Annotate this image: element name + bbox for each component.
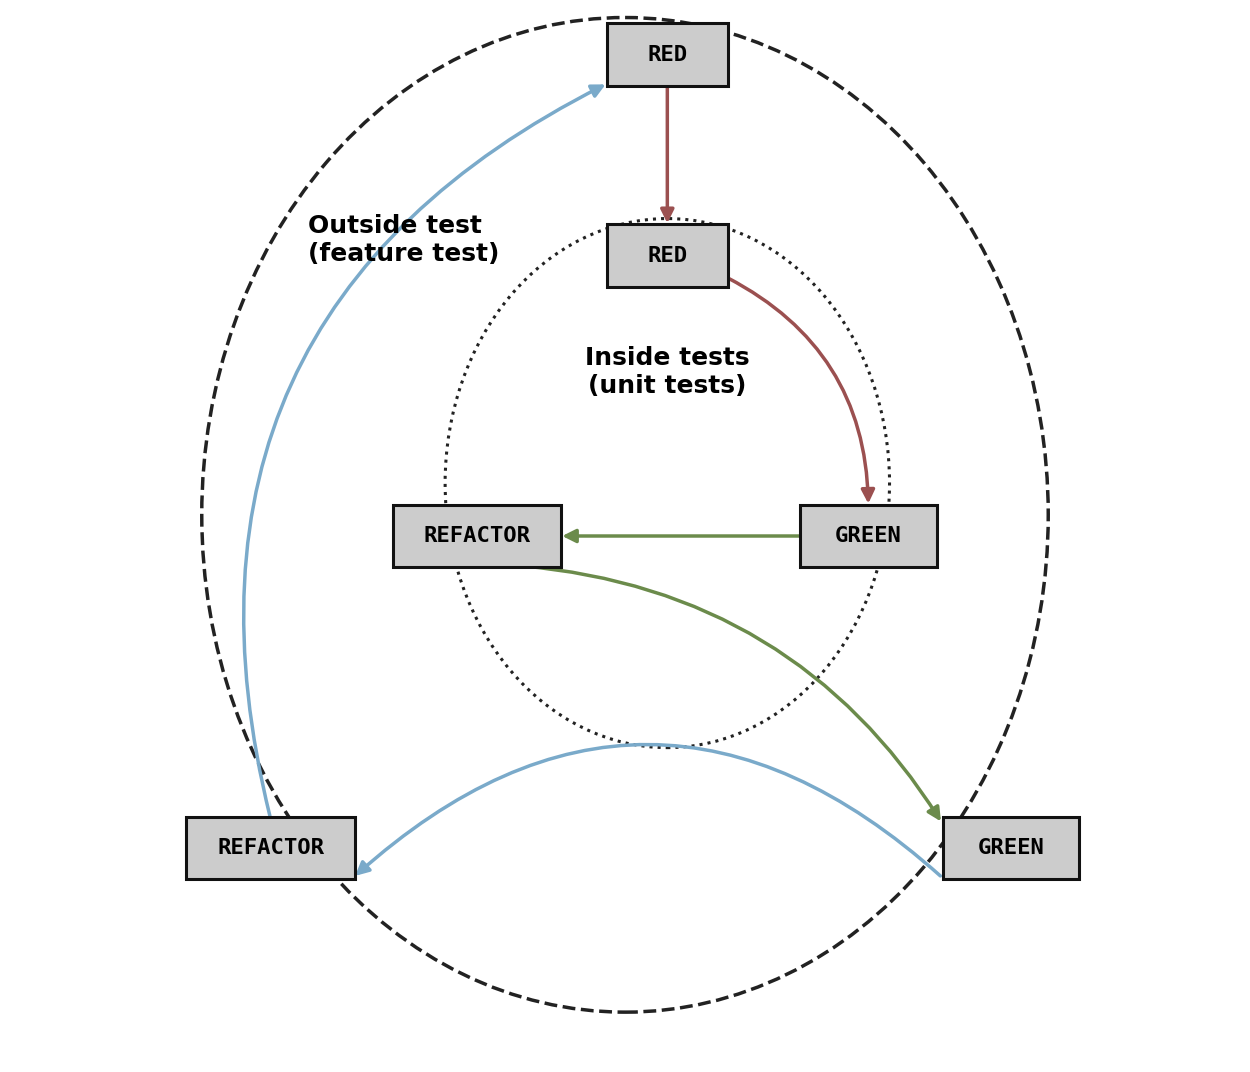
FancyBboxPatch shape bbox=[608, 24, 728, 86]
FancyBboxPatch shape bbox=[942, 817, 1080, 879]
FancyBboxPatch shape bbox=[800, 505, 936, 567]
Text: Outside test
(feature test): Outside test (feature test) bbox=[308, 213, 499, 266]
Text: RED: RED bbox=[648, 45, 688, 64]
FancyBboxPatch shape bbox=[608, 224, 728, 287]
FancyBboxPatch shape bbox=[392, 505, 561, 567]
Text: GREEN: GREEN bbox=[835, 526, 901, 546]
Text: REFACTOR: REFACTOR bbox=[217, 838, 324, 859]
Text: Inside tests
(unit tests): Inside tests (unit tests) bbox=[585, 346, 750, 398]
Text: GREEN: GREEN bbox=[978, 838, 1045, 859]
Text: REFACTOR: REFACTOR bbox=[424, 526, 530, 546]
Text: RED: RED bbox=[648, 245, 688, 266]
FancyBboxPatch shape bbox=[186, 817, 355, 879]
